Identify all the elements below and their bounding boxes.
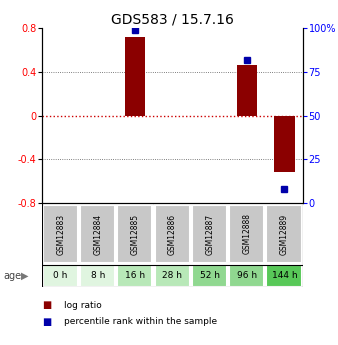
Bar <box>266 205 301 263</box>
Bar <box>154 205 190 263</box>
Bar <box>80 205 115 263</box>
Bar <box>117 265 152 287</box>
Bar <box>237 65 257 116</box>
Bar <box>229 265 264 287</box>
Text: GSM12887: GSM12887 <box>205 214 214 255</box>
Text: 8 h: 8 h <box>91 272 105 280</box>
Text: GSM12885: GSM12885 <box>131 214 140 255</box>
Text: GSM12886: GSM12886 <box>168 214 177 255</box>
Text: GSM12889: GSM12889 <box>280 214 289 255</box>
Bar <box>117 205 152 263</box>
Text: GSM12884: GSM12884 <box>93 214 102 255</box>
Bar <box>274 116 295 172</box>
Bar <box>266 265 301 287</box>
Text: 28 h: 28 h <box>163 272 183 280</box>
Bar <box>80 265 115 287</box>
Bar <box>192 205 227 263</box>
Text: 0 h: 0 h <box>53 272 68 280</box>
Text: ■: ■ <box>42 317 51 327</box>
Text: 52 h: 52 h <box>200 272 220 280</box>
Text: GSM12888: GSM12888 <box>243 214 251 255</box>
Text: ▶: ▶ <box>21 271 28 281</box>
Text: 96 h: 96 h <box>237 272 257 280</box>
Bar <box>154 265 190 287</box>
Bar <box>125 37 145 116</box>
Bar <box>192 265 227 287</box>
Title: GDS583 / 15.7.16: GDS583 / 15.7.16 <box>111 13 234 27</box>
Text: ■: ■ <box>42 300 51 310</box>
Text: log ratio: log ratio <box>64 300 102 309</box>
Text: GSM12883: GSM12883 <box>56 214 65 255</box>
Bar <box>229 205 264 263</box>
Text: 144 h: 144 h <box>271 272 297 280</box>
Bar <box>43 265 78 287</box>
Text: 16 h: 16 h <box>125 272 145 280</box>
Bar <box>43 205 78 263</box>
Text: age: age <box>3 271 22 281</box>
Text: percentile rank within the sample: percentile rank within the sample <box>64 317 217 326</box>
